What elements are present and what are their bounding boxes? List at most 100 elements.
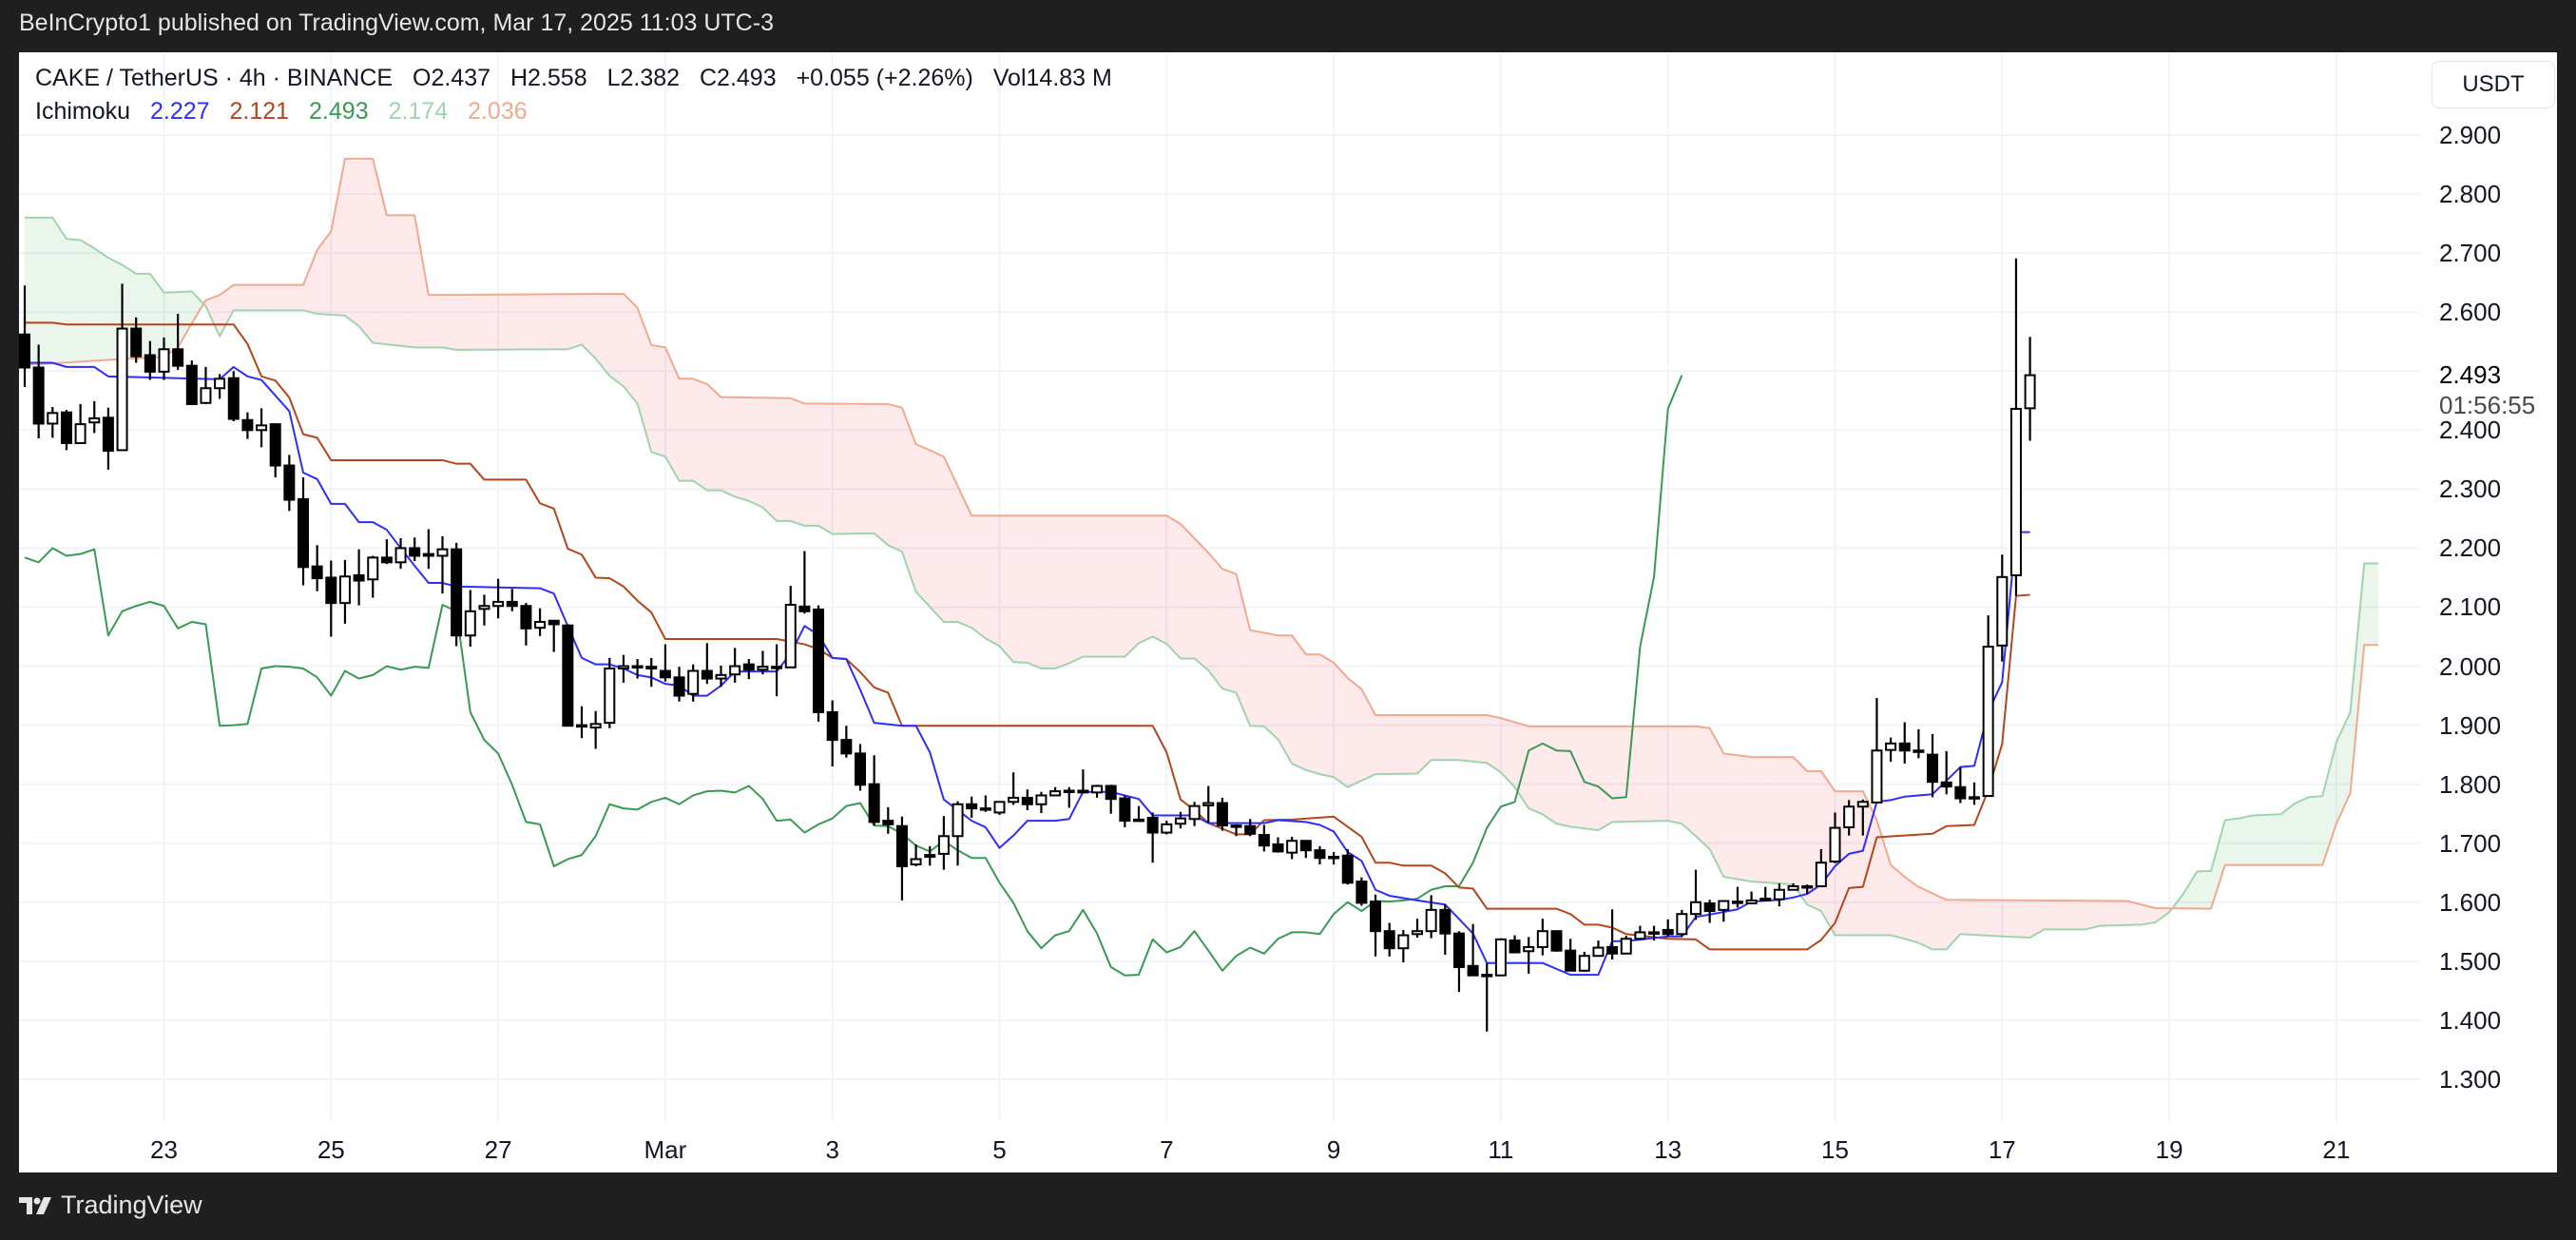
cloud-bearish-segment (1190, 534, 1195, 659)
cloud-bearish-segment (1041, 515, 1046, 669)
cloud-bearish-segment (1946, 900, 1951, 950)
cloud-bullish-segment (2308, 797, 2313, 865)
cloud-bearish-segment (289, 284, 294, 311)
candle (1718, 900, 1730, 922)
cloud-bearish-segment (811, 403, 816, 526)
cloud-bullish-segment (2245, 816, 2250, 865)
candle-body (1272, 843, 1284, 853)
cloud-bullish-segment (111, 259, 116, 360)
cloud-bearish-segment (1110, 515, 1115, 657)
cloud-bearish-segment (1334, 662, 1337, 780)
cloud-bearish-segment (794, 399, 798, 524)
candle (1787, 882, 1799, 891)
cloud-bearish-segment (2044, 900, 2047, 930)
candle-body (1049, 790, 1062, 797)
cloud-bearish-segment (1761, 757, 1766, 883)
candle-body (311, 565, 323, 580)
cloud-bearish-segment (1709, 727, 1714, 857)
cloud-bearish-segment (1914, 884, 1919, 943)
cloud-bearish-segment (386, 215, 391, 345)
candle-body (451, 548, 463, 637)
cloud-bullish-segment (90, 245, 95, 361)
cloud-bearish-segment (1720, 746, 1724, 878)
cloud-bearish-segment (1573, 726, 1578, 828)
indicator-name[interactable]: Ichimoku (35, 98, 131, 125)
cloud-bearish-segment (230, 284, 234, 318)
price-tick-label: 2.000 (2439, 651, 2502, 681)
candle (882, 806, 894, 834)
cloud-bearish-segment (417, 235, 422, 348)
bar-countdown: 01:56:55 (2439, 391, 2536, 419)
cloud-bearish-segment (832, 403, 836, 534)
candle-body (979, 807, 991, 811)
time-tick-label: 13 (1654, 1135, 1682, 1164)
cloud-bearish-segment (1577, 726, 1582, 828)
cloud-bearish-segment (1608, 726, 1613, 824)
cloud-bearish-segment (1876, 820, 1881, 936)
cloud-bearish-segment (2033, 900, 2037, 936)
candle (771, 644, 783, 697)
symbol-name[interactable]: CAKE / TetherUS · 4h · BINANCE (35, 65, 394, 91)
cloud-bearish-segment (1009, 515, 1014, 663)
cloud-bearish-segment (710, 387, 715, 491)
cloud-bearish-segment (922, 447, 927, 604)
cloud-bearish-segment (668, 355, 673, 469)
cloud-bearish-segment (1964, 900, 1968, 935)
cloud-bearish-segment (1055, 515, 1059, 669)
cloud-bearish-segment (233, 284, 238, 311)
cloud-bearish-segment (1782, 757, 1787, 884)
cloud-bullish-segment (31, 217, 35, 365)
cloud-bearish-segment (912, 435, 916, 592)
cloud-bearish-segment (1274, 634, 1278, 740)
cloud-bearish-segment (1180, 523, 1184, 659)
cloud-bearish-segment (1072, 515, 1077, 662)
cloud-bearish-segment (1013, 515, 1017, 663)
cloud-bearish-segment (1469, 715, 1473, 762)
cloud-bearish-segment (1535, 726, 1540, 813)
cloud-bearish-segment (654, 345, 659, 455)
cloud-bearish-segment (452, 295, 457, 350)
cloud-bearish-segment (2061, 901, 2066, 930)
cloud-bearish-segment (268, 284, 273, 311)
candle-body (116, 327, 128, 452)
chart-pane[interactable] (19, 52, 2557, 1172)
cloud-bullish-segment (59, 228, 64, 363)
time-tick-label: 17 (1988, 1135, 2016, 1164)
cloud-bullish-segment (2325, 768, 2330, 855)
candle (1091, 785, 1104, 798)
candle-body (1634, 931, 1646, 940)
cloud-bearish-segment (1640, 726, 1644, 822)
cloud-bearish-segment (1263, 632, 1268, 730)
cloud-bearish-segment (1260, 631, 1264, 727)
candle-body (1397, 934, 1410, 950)
candle (116, 283, 128, 452)
currency-button[interactable]: USDT (2432, 61, 2555, 108)
cloud-bearish-segment (756, 397, 759, 506)
cloud-bearish-segment (2019, 900, 2024, 938)
cloud-bearish-segment (1605, 726, 1609, 826)
cloud-bearish-segment (620, 293, 624, 387)
cloud-bearish-segment (258, 284, 262, 311)
cloud-bearish-segment (595, 294, 600, 363)
candle-body (464, 610, 476, 637)
cloud-bearish-segment (1880, 831, 1884, 936)
cloud-bearish-segment (2065, 901, 2068, 930)
cloud-bearish-segment (1051, 515, 1056, 669)
footer-brand[interactable]: TradingView (61, 1191, 202, 1219)
candle (1146, 812, 1159, 863)
cloud-bearish-segment (1417, 715, 1421, 774)
cloud-bearish-segment (783, 397, 788, 521)
cloud-bearish-segment (804, 403, 809, 526)
candle (1913, 728, 1925, 759)
cloud-bearish-segment (212, 296, 217, 329)
cloud-bearish-segment (1389, 715, 1394, 774)
cloud-bearish-segment (1375, 715, 1379, 775)
cloud-bearish-segment (919, 445, 923, 600)
cloud-bearish-segment (571, 294, 575, 349)
cloud-bearish-segment (1365, 695, 1369, 780)
cloud-bearish-segment (1901, 873, 1905, 940)
cloud-bearish-segment (1504, 719, 1509, 781)
cloud-bearish-segment (1093, 515, 1098, 657)
cloud-bearish-segment (1131, 515, 1136, 650)
